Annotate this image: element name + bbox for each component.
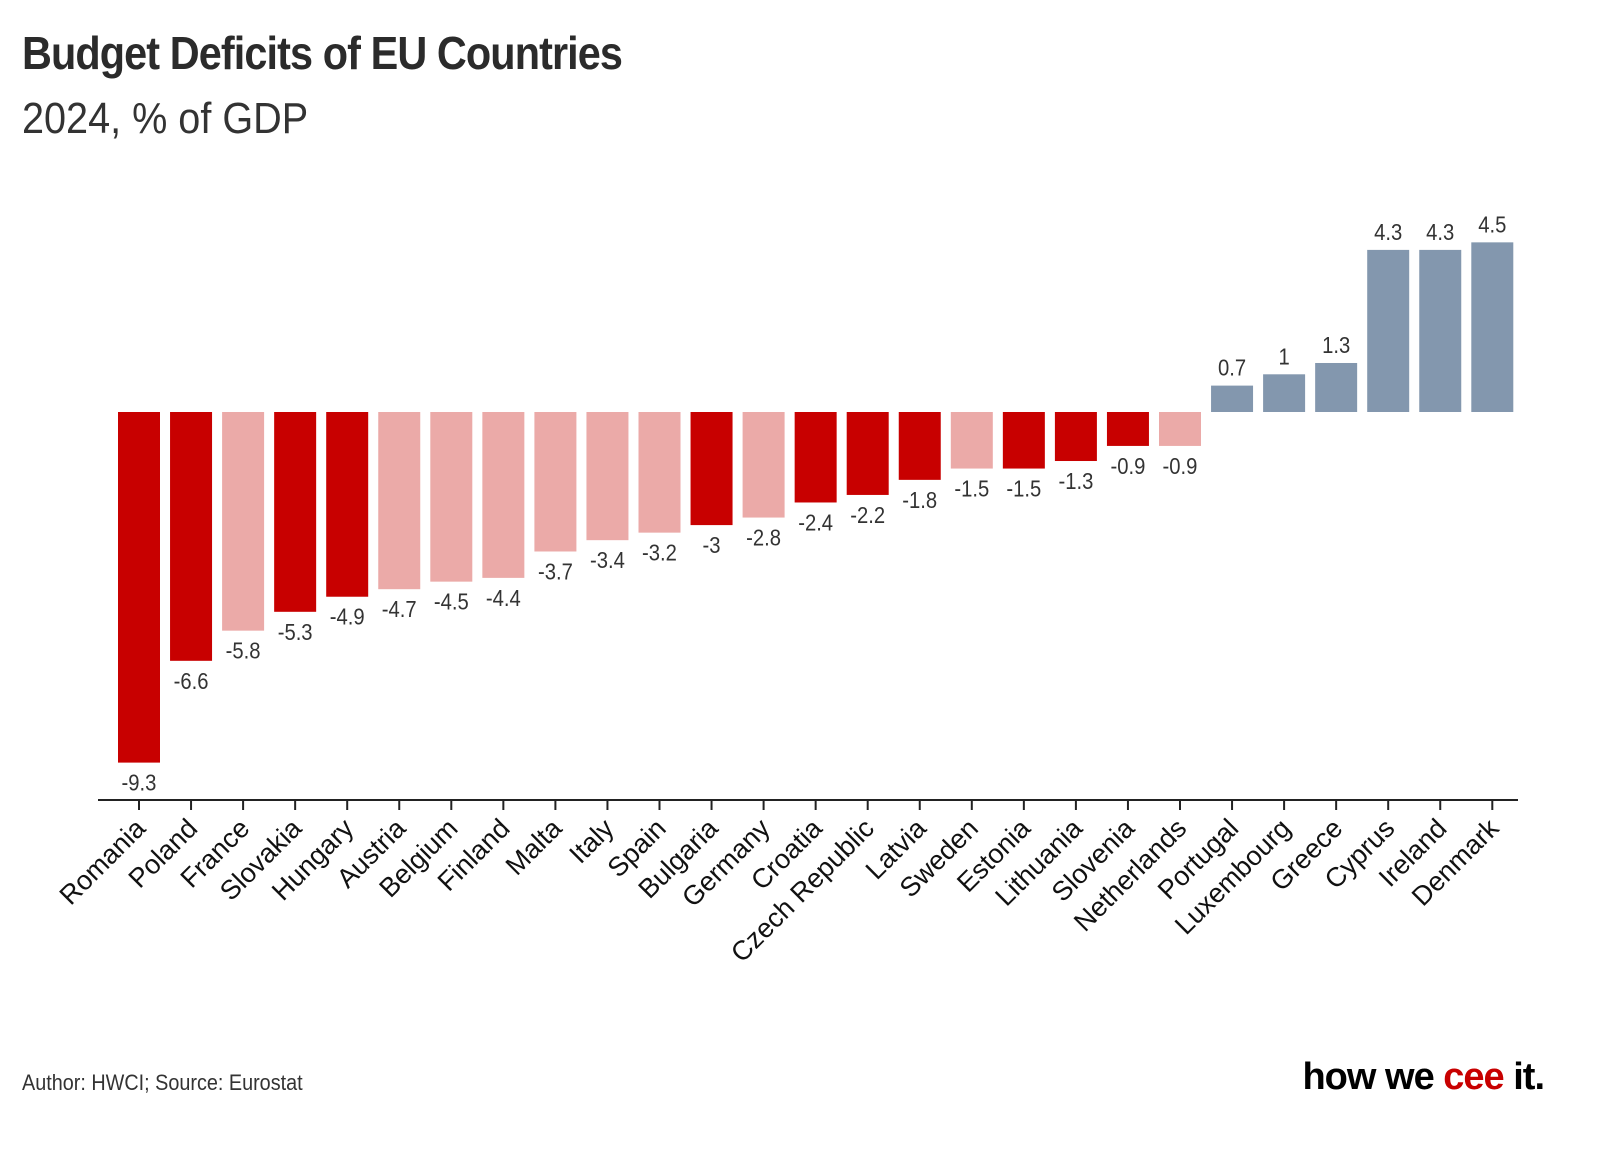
logo-text: how we [1302, 1056, 1444, 1098]
bar [1315, 362, 1358, 412]
data-label: 1.3 [1322, 332, 1350, 359]
chart-subtitle: 2024, % of GDP [22, 94, 309, 143]
bar [1471, 242, 1514, 412]
bar [638, 412, 681, 533]
data-label: -3.2 [642, 539, 677, 566]
bar [794, 412, 837, 503]
data-label: -1.5 [1006, 475, 1041, 502]
chart-title: Budget Deficits of EU Countries [22, 27, 623, 79]
bar [534, 412, 577, 552]
data-label: -9.3 [122, 769, 157, 796]
bar [950, 412, 993, 469]
bar [690, 412, 733, 526]
bar [1367, 249, 1410, 412]
bar [1263, 374, 1306, 412]
bar [1002, 412, 1045, 469]
bar [1419, 249, 1462, 412]
data-label: -2.4 [798, 509, 833, 536]
bar [482, 412, 525, 578]
data-label: -6.6 [174, 668, 209, 695]
bar [586, 412, 629, 541]
data-label: -0.9 [1163, 453, 1198, 480]
x-tick-label: Malta [500, 812, 569, 881]
brand-logo: how we cee it. [1302, 1056, 1545, 1099]
bar [222, 412, 265, 631]
bar [326, 412, 369, 597]
data-label: -2.8 [746, 524, 781, 551]
data-label: -5.8 [226, 637, 261, 664]
bar [1106, 412, 1149, 446]
bar [1211, 385, 1254, 412]
bar [742, 412, 785, 518]
data-label: 4.5 [1478, 211, 1506, 238]
data-label: 1 [1278, 343, 1289, 370]
data-label: -3.4 [590, 547, 625, 574]
data-label: -1.5 [954, 475, 989, 502]
bar [118, 412, 160, 763]
data-label: -4.9 [330, 603, 365, 630]
data-label: -3.7 [538, 558, 573, 585]
bar [1054, 412, 1097, 462]
source-note: Author: HWCI; Source: Eurostat [22, 1070, 303, 1095]
bar [378, 412, 421, 590]
data-label: -4.4 [486, 585, 521, 612]
logo-text-end: it. [1503, 1056, 1545, 1098]
bar [430, 412, 473, 582]
data-label: -2.2 [850, 502, 885, 529]
bar [846, 412, 889, 495]
data-label: 4.3 [1426, 219, 1454, 246]
data-label: 0.7 [1218, 354, 1246, 381]
logo-accent: cee [1443, 1056, 1504, 1098]
data-label: -1.8 [902, 487, 937, 514]
data-label: -5.3 [278, 619, 313, 646]
bar [274, 412, 317, 612]
data-label: 4.3 [1374, 219, 1402, 246]
bar [1159, 412, 1201, 446]
bar [898, 412, 941, 480]
data-label: -4.5 [434, 588, 469, 615]
data-label: -4.7 [382, 596, 417, 623]
data-label: -0.9 [1111, 453, 1146, 480]
bar [170, 412, 213, 661]
data-label: -3 [703, 532, 721, 559]
data-label: -1.3 [1058, 468, 1093, 495]
